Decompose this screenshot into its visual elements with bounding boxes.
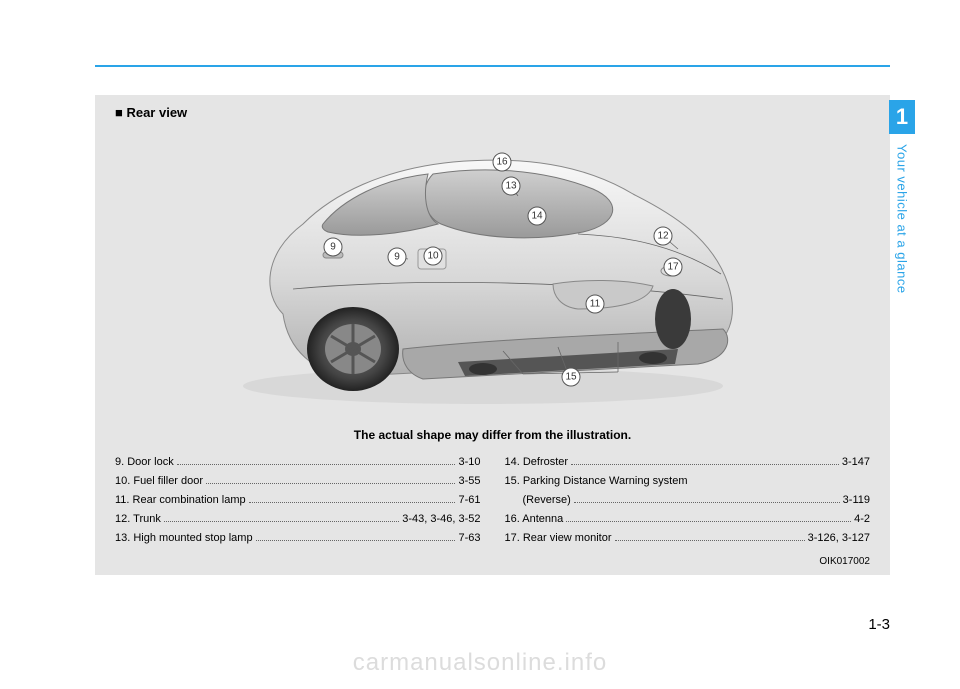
index-item-ref: 4-2	[854, 513, 870, 525]
watermark: carmanualsonline.info	[0, 649, 960, 677]
callout-12-label: 12	[657, 231, 669, 242]
chapter-tab: 1 Your vehicle at a glance	[889, 100, 915, 294]
index-item: 15. Parking Distance Warning system	[505, 475, 871, 487]
leader-dots	[177, 464, 456, 465]
index-item-label: (Reverse)	[523, 494, 571, 506]
index-item-label: 10. Fuel filler door	[115, 475, 203, 487]
leader-dots	[571, 464, 839, 465]
index-item: 17. Rear view monitor 3-126, 3-127	[505, 532, 871, 544]
index-item-label: 14. Defroster	[505, 456, 569, 468]
leader-dots	[164, 521, 399, 522]
index-item-ref: 3-43, 3-46, 3-52	[402, 513, 480, 525]
index-item-label: 9. Door lock	[115, 456, 174, 468]
index-item: 13. High mounted stop lamp 7-63	[115, 532, 481, 544]
index-item-label: 16. Antenna	[505, 513, 564, 525]
index-item-ref: 3-126, 3-127	[808, 532, 870, 544]
content-box: ■ Rear view	[95, 95, 890, 575]
index-item: (Reverse) 3-119	[505, 494, 871, 506]
index-item-ref: 7-63	[458, 532, 480, 544]
exhaust-right	[639, 352, 667, 364]
car-illustration: 9 9 10 11 12 13 14 15 16 17	[223, 124, 763, 414]
leader-dots	[574, 502, 840, 503]
wheel-right	[655, 289, 691, 349]
top-rule	[95, 65, 890, 67]
index-item-ref: 3-55	[458, 475, 480, 487]
chapter-title: Your vehicle at a glance	[895, 144, 910, 294]
callout-9-label: 9	[394, 252, 400, 263]
figure-code: OIK017002	[819, 556, 870, 567]
index-item: 9. Door lock 3-10	[115, 456, 481, 468]
callout-10-label: 10	[427, 251, 439, 262]
index-item-label: 13. High mounted stop lamp	[115, 532, 253, 544]
index-item: 10. Fuel filler door 3-55	[115, 475, 481, 487]
index-item-ref: 3-10	[458, 456, 480, 468]
view-label: ■ Rear view	[115, 105, 870, 120]
index-item-ref: 3-119	[843, 494, 870, 506]
index-item-ref: 3-147	[842, 456, 870, 468]
index-item-label: 12. Trunk	[115, 513, 161, 525]
index-item-label: 15. Parking Distance Warning system	[505, 475, 688, 487]
index-item: 11. Rear combination lamp 7-61	[115, 494, 481, 506]
page-number: 1-3	[868, 616, 890, 633]
wheel-left	[307, 307, 399, 391]
leader-dots	[249, 502, 456, 503]
callout-16-label: 16	[496, 157, 508, 168]
index-item: 14. Defroster 3-147	[505, 456, 871, 468]
index-item-label: 17. Rear view monitor	[505, 532, 612, 544]
callout-11-label: 11	[589, 299, 600, 310]
index-item-label: 11. Rear combination lamp	[115, 494, 246, 506]
leader-dots	[615, 540, 805, 541]
index-item: 16. Antenna 4-2	[505, 513, 871, 525]
callout-15-label: 15	[565, 372, 577, 383]
illustration-caption: The actual shape may differ from the ill…	[115, 428, 870, 442]
callout-14-label: 14	[531, 211, 543, 222]
chapter-number: 1	[889, 100, 915, 134]
index-item-ref: 7-61	[458, 494, 480, 506]
leader-dots	[256, 540, 456, 541]
index-item: 12. Trunk 3-43, 3-46, 3-52	[115, 513, 481, 525]
index-columns: 9. Door lock 3-10 10. Fuel filler door 3-55…	[115, 456, 870, 551]
leader-dots	[206, 483, 455, 484]
callout-9-label: 9	[330, 242, 336, 253]
exhaust-left	[469, 363, 497, 375]
callout-13-label: 13	[505, 181, 517, 192]
leader-dots	[566, 521, 851, 522]
callout-17-label: 17	[667, 262, 679, 273]
index-col-left: 9. Door lock 3-10 10. Fuel filler door 3-55…	[115, 456, 481, 551]
index-col-right: 14. Defroster 3-147 15. Parking Distance W…	[505, 456, 871, 551]
